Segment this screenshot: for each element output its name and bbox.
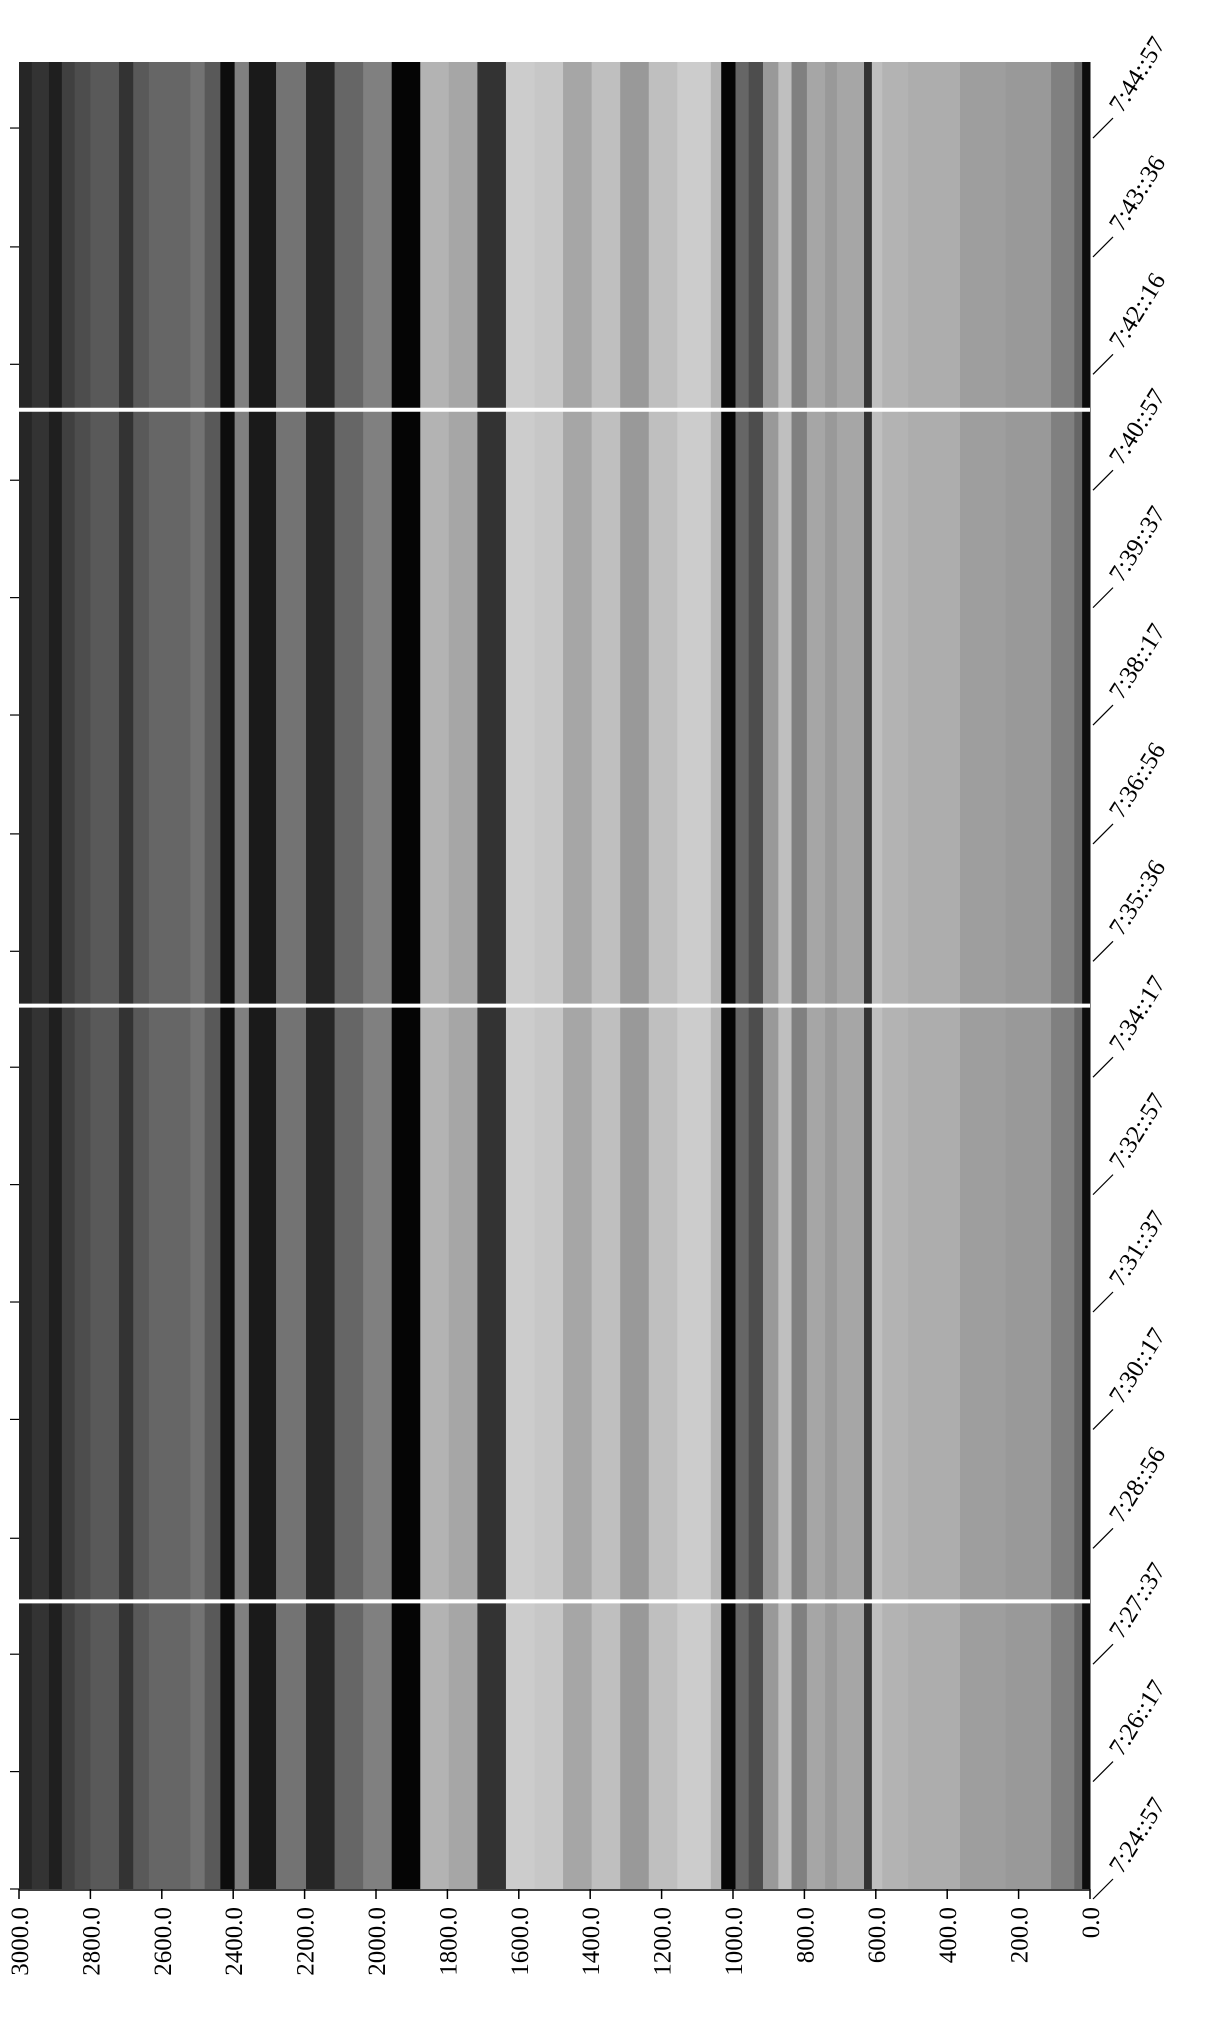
x-tick-label: 2600.0: [150, 1907, 177, 1976]
heat-cell: [248, 62, 277, 1889]
heat-cell: [204, 62, 221, 1889]
heat-cell: [477, 62, 507, 1889]
heat-cell: [620, 62, 650, 1889]
heat-cell: [306, 62, 336, 1889]
y-tick-right: [1092, 1291, 1114, 1313]
heat-cell: [363, 62, 393, 1889]
x-tick-label: 1800.0: [435, 1907, 462, 1976]
heat-cell: [806, 62, 826, 1889]
y-tick-right: [1092, 1408, 1114, 1430]
x-tick-label: 200.0: [1007, 1907, 1034, 1963]
heat-cell: [220, 62, 236, 1889]
heat-cell: [648, 62, 678, 1889]
y-tick-label: 7:38::17: [1104, 619, 1171, 704]
heat-cell: [1005, 62, 1052, 1889]
heat-cell: [778, 62, 793, 1889]
y-tick-label: 7:39::37: [1104, 502, 1171, 587]
y-tick-label: 7:35::36: [1104, 855, 1171, 940]
y-tick-right: [1092, 1643, 1114, 1665]
y-tick-label: 7:43::36: [1104, 151, 1171, 236]
y-tick-right: [1092, 823, 1114, 845]
y-tick-label: 7:32::57: [1104, 1089, 1171, 1174]
heat-cell: [133, 62, 150, 1889]
heat-cell: [505, 62, 536, 1889]
y-tick-label: 7:40::57: [1104, 384, 1171, 469]
x-tick-label: 1000.0: [721, 1907, 748, 1976]
x-tick-label: 1400.0: [578, 1907, 605, 1976]
x-tick-label: 2200.0: [293, 1907, 320, 1976]
heat-cell: [190, 62, 206, 1889]
heat-cell: [836, 62, 865, 1889]
x-tick-label: 600.0: [864, 1907, 891, 1963]
y-tick-label: 7:26::17: [1104, 1676, 1171, 1761]
x-tick-label: 2400.0: [221, 1907, 248, 1976]
x-tick-label: 400.0: [935, 1907, 962, 1963]
y-tick-right: [1092, 1174, 1114, 1196]
heat-cell: [74, 62, 91, 1889]
heat-cell: [276, 62, 307, 1889]
x-tick-label: 3000.0: [7, 1907, 34, 1976]
x-tick-label: 1200.0: [650, 1907, 677, 1976]
heat-cell: [591, 62, 621, 1889]
y-tick-label: 7:30::17: [1104, 1324, 1171, 1409]
y-tick-label: 7:44::57: [1104, 32, 1171, 117]
y-tick-right: [1092, 236, 1114, 258]
heat-cell: [791, 62, 808, 1889]
y-tick-label: 7:28::56: [1104, 1442, 1171, 1527]
heat-cell: [19, 62, 33, 1889]
heat-cell: [234, 62, 250, 1889]
heat-cell: [31, 62, 50, 1889]
heat-cell: [148, 62, 191, 1889]
heat-cell: [677, 62, 712, 1889]
heat-cell: [735, 62, 750, 1889]
heat-cell: [1074, 62, 1083, 1889]
heat-cell: [960, 62, 1007, 1889]
y-tick-right: [1092, 1527, 1114, 1549]
x-tick-label: 1600.0: [507, 1907, 534, 1976]
heat-cell: [118, 62, 134, 1889]
y-tick-label: 7:36::56: [1104, 738, 1171, 823]
heat-cell: [61, 62, 76, 1889]
heat-cell: [721, 62, 736, 1889]
heat-cell: [864, 62, 873, 1889]
heat-cell: [710, 62, 722, 1889]
heat-cell: [563, 62, 593, 1889]
y-tick-right: [1092, 1056, 1114, 1078]
y-tick-label: 7:34::17: [1104, 971, 1171, 1056]
heat-cell: [825, 62, 838, 1889]
heat-cell: [90, 62, 120, 1889]
x-tick-label: 800.0: [792, 1907, 819, 1963]
y-tick-label: 7:42::16: [1104, 268, 1171, 353]
y-tick-right: [1092, 469, 1114, 491]
x-tick-label: 2800.0: [78, 1907, 105, 1976]
heat-cell: [882, 62, 909, 1889]
heat-cell: [334, 62, 364, 1889]
y-tick-right: [1092, 117, 1114, 139]
heat-cell: [391, 62, 421, 1889]
heat-cell: [534, 62, 564, 1889]
y-tick-label: 7:27::37: [1104, 1558, 1171, 1643]
y-tick-right: [1092, 1878, 1114, 1900]
heat-cell: [1082, 62, 1091, 1889]
heat-cell: [48, 62, 63, 1889]
heat-cell: [448, 62, 478, 1889]
heat-cell: [748, 62, 764, 1889]
y-tick-right: [1092, 587, 1114, 609]
heat-cell: [871, 62, 883, 1889]
y-tick-right: [1092, 940, 1114, 962]
heat-cell: [1051, 62, 1075, 1889]
heat-cell: [420, 62, 450, 1889]
heat-cell: [762, 62, 779, 1889]
heat-cell: [908, 62, 961, 1889]
x-tick-label: 2000.0: [364, 1907, 391, 1976]
y-tick-right: [1092, 353, 1114, 375]
y-tick-label: 7:31::37: [1104, 1206, 1171, 1291]
y-tick-label: 7:24::57: [1104, 1793, 1171, 1878]
y-tick-right: [1092, 1761, 1114, 1783]
x-tick-label: 0.0: [1078, 1907, 1105, 1938]
y-tick-right: [1092, 704, 1114, 726]
